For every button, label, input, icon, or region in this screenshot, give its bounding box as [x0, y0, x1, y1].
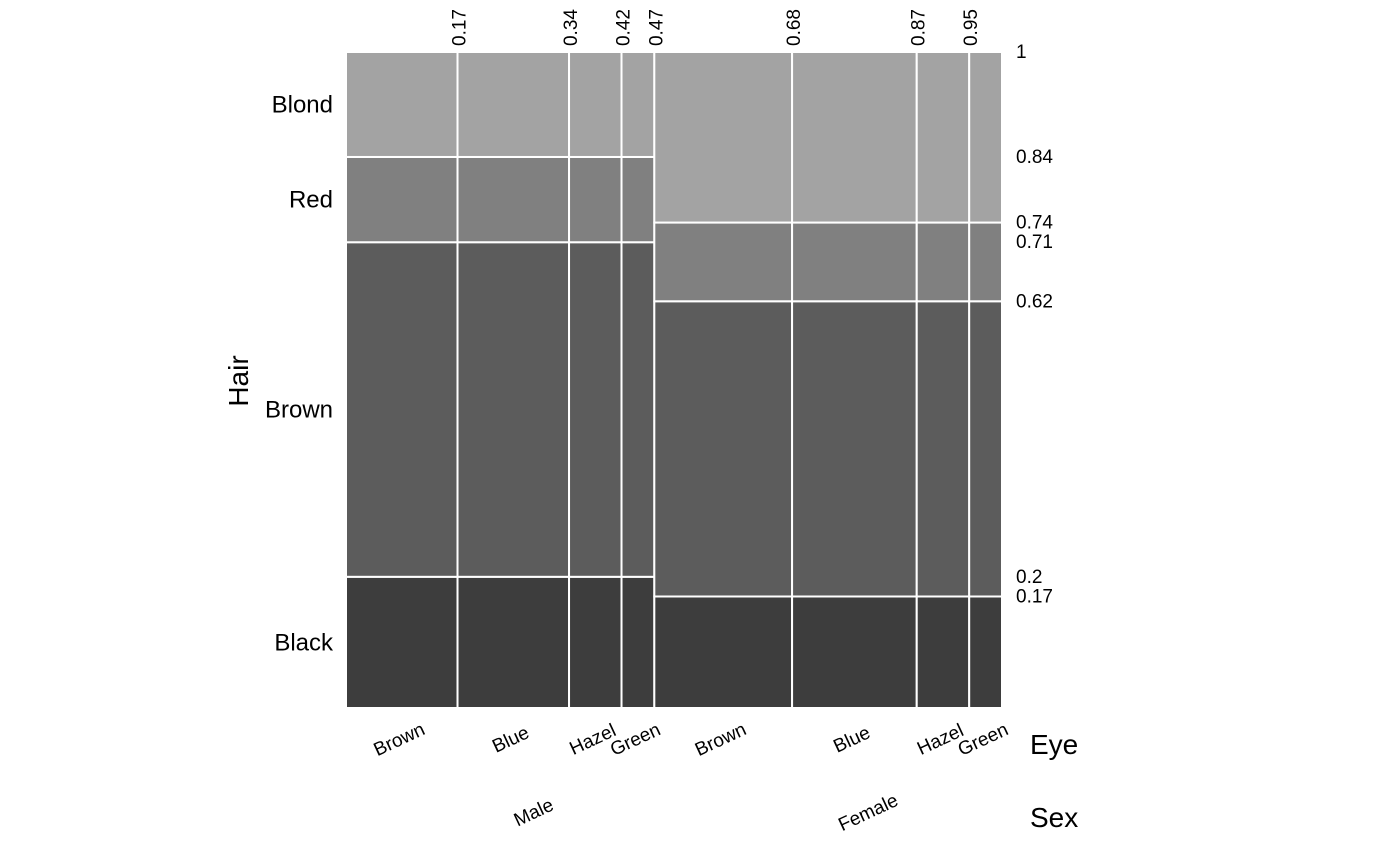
mosaic-cell-male-blue-black [456, 575, 571, 709]
hair-label-black: Black [274, 629, 334, 656]
mosaic-cell-female-hazel-brown [915, 300, 971, 598]
mosaic-cell-female-green-black [968, 595, 1004, 709]
y-tick-label: 0.17 [1016, 586, 1053, 607]
mosaic-cell-male-blue-brown [456, 241, 571, 578]
mosaic-cell-female-green-brown [968, 300, 1004, 598]
mosaic-cell-male-blue-red [456, 155, 571, 244]
y-tick-label: 0.74 [1016, 213, 1053, 234]
mosaic-cell-male-hazel-brown [568, 241, 623, 578]
mosaic-cell-male-brown-black [345, 575, 459, 709]
y-tick-label: 0.62 [1016, 291, 1053, 312]
y-tick-label: 0.84 [1016, 147, 1053, 168]
mosaic-cell-female-hazel-black [915, 595, 971, 709]
mosaic-cell-female-hazel-blond [915, 51, 971, 224]
mosaic-cell-male-green-red [620, 155, 656, 244]
eye-axis-title: Eye [1030, 729, 1078, 760]
mosaic-cell-female-hazel-red [915, 221, 971, 303]
y-cumulative-ticks: 1 0.84 0.740.71 0.62 0.20.17 [1016, 42, 1053, 607]
y-axis-title: Hair [223, 355, 254, 406]
mosaic-cell-male-brown-blond [345, 51, 459, 158]
mosaic-cell-female-blue-brown [791, 300, 918, 598]
mosaic-cell-female-green-red [968, 221, 1004, 303]
mosaic-cell-male-brown-red [345, 155, 459, 244]
eye-label-female-blue: Blue [830, 722, 873, 757]
x-tick-label: 0.95 [961, 9, 982, 46]
x-tick-label: 0.87 [909, 9, 930, 46]
hair-label-brown: Brown [265, 397, 333, 424]
mosaic-cell-female-blue-blond [791, 51, 918, 224]
mosaic-cell-female-brown-blond [653, 51, 794, 224]
mosaic-cell-male-green-brown [620, 241, 656, 578]
hair-label-red: Red [289, 187, 333, 214]
x-tick-label: 0.47 [646, 9, 667, 46]
sex-axis-title: Sex [1030, 802, 1078, 833]
sex-level-labels: Male Female [511, 790, 902, 836]
mosaic-cells [345, 51, 1004, 709]
sex-label-female: Female [835, 790, 901, 836]
y-tick-label: 1 [1016, 42, 1027, 63]
sex-label-male: Male [511, 795, 557, 831]
mosaic-cell-female-blue-red [791, 221, 918, 303]
mosaic-cell-male-hazel-blond [568, 51, 623, 158]
mosaic-cell-female-brown-red [653, 221, 794, 303]
mosaic-cell-male-blue-blond [456, 51, 571, 158]
eye-label-female-brown: Brown [692, 719, 750, 761]
mosaic-cell-male-green-black [620, 575, 656, 709]
mosaic-cell-female-brown-brown [653, 300, 794, 598]
mosaic-cell-male-green-blond [620, 51, 656, 158]
mosaic-cell-male-brown-brown [345, 241, 459, 578]
y-tick-label: 0.71 [1016, 232, 1053, 253]
eye-label-female-green: Green [955, 719, 1012, 760]
mosaic-cell-female-blue-black [791, 595, 918, 709]
y-tick-label: 0.2 [1016, 567, 1042, 588]
x-tick-label: 0.34 [561, 9, 582, 46]
x-cumulative-ticks: 0.17 0.34 0.42 0.47 0.68 0.87 0.95 [450, 9, 983, 46]
mosaic-cell-male-hazel-red [568, 155, 623, 244]
eye-label-male-blue: Blue [489, 722, 532, 757]
mosaic-cell-female-brown-black [653, 595, 794, 709]
x-tick-label: 0.42 [614, 9, 635, 46]
hair-label-blond: Blond [272, 91, 333, 118]
x-tick-label: 0.17 [450, 9, 471, 46]
mosaic-cell-male-hazel-black [568, 575, 623, 709]
hair-level-labels: Black Brown Red Blond [265, 91, 334, 656]
mosaic-cell-female-green-blond [968, 51, 1004, 224]
eye-label-male-brown: Brown [371, 719, 429, 761]
x-tick-label: 0.68 [784, 9, 805, 46]
eye-label-male-green: Green [607, 719, 664, 760]
